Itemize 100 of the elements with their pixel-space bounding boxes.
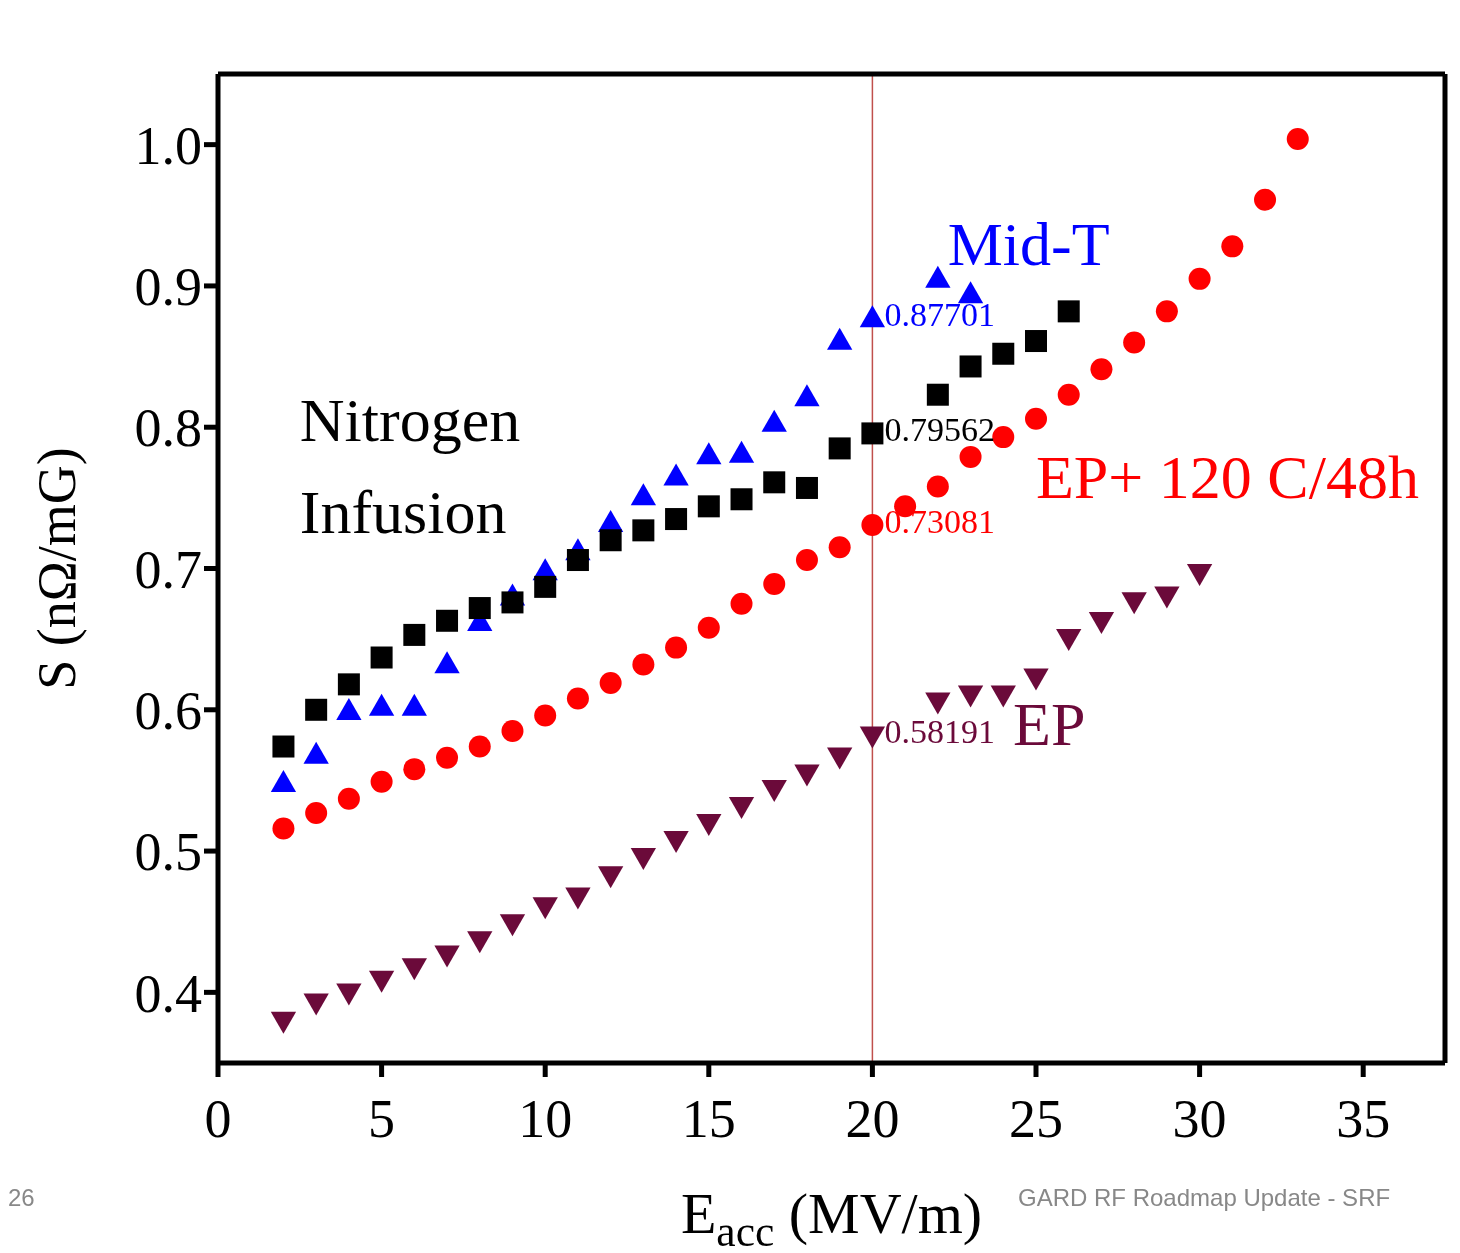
point xyxy=(403,623,426,646)
point xyxy=(794,764,820,787)
x-tick-label: 20 xyxy=(845,1089,900,1150)
point xyxy=(728,797,755,820)
point xyxy=(665,508,688,531)
point xyxy=(697,616,720,639)
point xyxy=(1023,668,1049,691)
point xyxy=(468,597,491,620)
point xyxy=(1221,235,1244,258)
point xyxy=(1286,127,1309,150)
text: 26 xyxy=(8,1184,35,1212)
point xyxy=(303,993,329,1016)
point xyxy=(827,327,853,350)
point xyxy=(663,830,689,853)
point xyxy=(566,549,589,572)
point xyxy=(859,305,886,328)
y-tick-label: 0.4 xyxy=(134,963,202,1024)
data-label: 0.73081 xyxy=(884,502,995,540)
point xyxy=(926,383,949,406)
y-tick-label: 1.0 xyxy=(134,115,202,176)
point xyxy=(337,673,360,696)
point xyxy=(565,887,591,910)
point xyxy=(436,746,459,769)
point xyxy=(959,355,982,378)
point xyxy=(401,958,427,981)
point xyxy=(827,747,853,770)
point xyxy=(992,342,1015,365)
point xyxy=(1088,611,1115,634)
point xyxy=(305,698,328,721)
point xyxy=(1025,330,1047,353)
point xyxy=(794,384,820,407)
point xyxy=(632,653,655,676)
point xyxy=(1123,331,1146,354)
point xyxy=(1155,300,1178,323)
x-tick-label: 15 xyxy=(681,1089,736,1150)
point xyxy=(697,495,720,518)
point xyxy=(1254,188,1277,211)
point xyxy=(730,488,753,511)
point xyxy=(763,573,786,596)
point xyxy=(926,475,949,498)
point xyxy=(468,735,491,758)
point xyxy=(828,536,851,559)
x-axis-title: E$_{acc}$ (MV/m) xyxy=(680,1181,983,1253)
point xyxy=(337,787,360,810)
point xyxy=(305,801,328,824)
point xyxy=(1056,628,1082,651)
point xyxy=(336,983,362,1006)
point xyxy=(990,685,1016,708)
point xyxy=(795,476,818,499)
point xyxy=(1057,383,1080,406)
series-label: EP xyxy=(1013,690,1086,759)
point xyxy=(599,671,622,694)
point xyxy=(925,692,951,715)
point xyxy=(957,685,984,708)
y-axis-title: S (nΩ/mG) xyxy=(27,447,88,690)
x-tick-label: 35 xyxy=(1336,1089,1391,1150)
point xyxy=(499,914,526,937)
point xyxy=(763,471,786,494)
point xyxy=(403,758,426,781)
point xyxy=(696,814,722,837)
x-tick-label: 30 xyxy=(1172,1089,1227,1150)
y-tick-label: 0.5 xyxy=(134,822,202,883)
data-label: 0.58191 xyxy=(884,713,995,751)
point xyxy=(630,847,657,870)
point xyxy=(532,897,558,920)
point xyxy=(467,931,493,954)
point xyxy=(597,866,624,889)
point xyxy=(434,945,460,968)
point xyxy=(925,265,951,288)
point xyxy=(534,575,557,598)
series-label: Nitrogen Infusion xyxy=(299,386,521,547)
point xyxy=(696,442,722,465)
point xyxy=(368,970,395,993)
y-tick-label: 0.9 xyxy=(134,257,202,318)
point xyxy=(1025,407,1047,430)
point xyxy=(828,437,851,460)
point xyxy=(272,735,295,758)
y-tick-label: 0.8 xyxy=(134,398,202,459)
point xyxy=(630,483,657,506)
point xyxy=(370,770,393,793)
point xyxy=(1090,358,1113,381)
point xyxy=(861,422,884,445)
point xyxy=(1057,300,1080,323)
x-tick-label: 10 xyxy=(518,1089,573,1150)
point xyxy=(370,646,393,669)
series-label: EP+ 120 C/48h xyxy=(1036,442,1419,511)
point xyxy=(665,636,688,659)
series-label: Mid-T xyxy=(947,209,1110,278)
point xyxy=(1154,586,1180,609)
point xyxy=(1188,267,1211,290)
point xyxy=(534,704,557,727)
y-tick-label: 0.6 xyxy=(134,680,202,741)
x-tick-label: 0 xyxy=(204,1089,232,1150)
point xyxy=(959,445,982,468)
text: GARD RF Roadmap Update - SRF xyxy=(1018,1184,1391,1212)
x-tick-label: 25 xyxy=(1009,1089,1063,1150)
point xyxy=(501,719,524,742)
point xyxy=(795,549,818,572)
point xyxy=(859,726,886,749)
point xyxy=(501,591,524,614)
